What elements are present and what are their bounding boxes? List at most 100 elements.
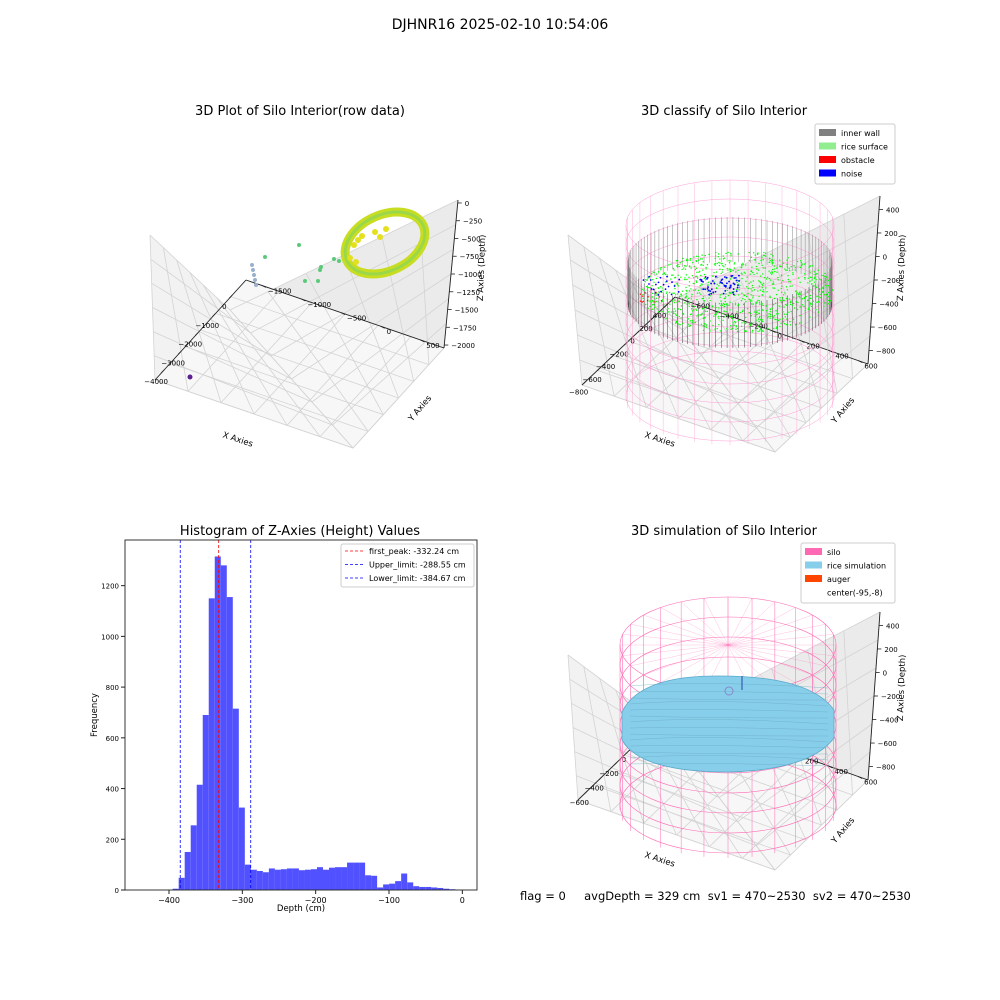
- panel2-rice-surface-point: [737, 253, 739, 255]
- panel2-rice-surface-point: [648, 300, 650, 302]
- panel2-rice-surface-point: [686, 303, 688, 305]
- panel2-rice-surface-point: [769, 259, 771, 262]
- panel1-data-point: [254, 283, 258, 287]
- panel2-rice-surface-point: [661, 287, 663, 289]
- histogram-bar: [377, 887, 384, 890]
- panel2-rice-surface-point: [714, 328, 716, 330]
- panel2-rice-surface-point: [719, 268, 721, 270]
- panel2-rice-surface-point: [820, 293, 822, 296]
- panel2-rice-surface-point: [742, 262, 744, 265]
- panel2-rice-surface-point: [786, 266, 789, 268]
- panel2-noise-point: [738, 274, 740, 277]
- panel2-rice-surface-point: [758, 301, 761, 304]
- panel4-x-axis-label: X Axies: [643, 850, 676, 869]
- panel4-legend-swatch: [805, 575, 822, 582]
- panel2-noise-point: [657, 281, 660, 284]
- panel2-rice-surface-point: [719, 294, 721, 296]
- panel2-rice-surface-point: [702, 269, 704, 271]
- histogram-frame: [124, 539, 478, 891]
- panel2-rice-surface-point: [691, 274, 694, 277]
- panel2-noise-point: [704, 276, 707, 278]
- panel2-rice-surface-point: [759, 303, 761, 305]
- panel2-rice-surface-point: [674, 299, 676, 301]
- panel2-rice-surface-point: [776, 326, 778, 328]
- panel1-z-tick-label: −1000: [458, 271, 482, 279]
- histogram-legend-label: first_peak: -332.24 cm: [369, 547, 459, 556]
- panel2-obstacle-point: [642, 295, 644, 297]
- panel4-z-tick-label: −600: [878, 740, 897, 748]
- panel4-silo-wire: [660, 644, 729, 683]
- panel2-rice-surface-point: [796, 292, 799, 294]
- panel2-noise-point: [735, 279, 738, 282]
- panel2-rice-surface-point: [780, 322, 782, 324]
- panel2-rice-surface-point: [721, 268, 724, 271]
- panel2-y-tick: [684, 299, 689, 303]
- panel2-rice-surface-point: [761, 264, 763, 267]
- panel2-rice-surface-point: [801, 263, 803, 265]
- panel2-rice-surface-point: [747, 292, 749, 295]
- panel4-silo-wire: [643, 614, 729, 646]
- panel2-rice-surface-point: [735, 271, 737, 273]
- panel2-rice-surface-point: [812, 265, 814, 267]
- panel2-rice-surface-point: [695, 259, 697, 262]
- panel2-rice-surface-point: [690, 267, 692, 269]
- histogram-bar: [383, 884, 390, 890]
- panel2-rice-surface-point: [718, 317, 720, 319]
- panel2-rice-surface-point: [790, 310, 792, 313]
- panel4-title: 3D simulation of Silo Interior: [631, 524, 817, 539]
- histogram-bar: [443, 888, 450, 890]
- panel2-rice-surface-point: [799, 260, 802, 262]
- panel2-rice-surface-point: [722, 258, 725, 260]
- panel2-rice-surface-point: [767, 328, 769, 330]
- panel2-rice-surface-point: [645, 285, 648, 288]
- panel2-rice-surface-point: [755, 319, 757, 321]
- panel2-rice-surface-point: [687, 297, 690, 300]
- panel2-rice-surface-point: [736, 330, 739, 333]
- panel2-rice-surface-point: [689, 266, 691, 268]
- panel2-rice-surface-point: [674, 313, 677, 315]
- panel2-rice-surface-point: [762, 273, 764, 275]
- histogram-x-tick-label: −300: [231, 896, 253, 905]
- panel2-z-axis-label: Z Axies (Depth): [896, 234, 908, 301]
- panel2-rice-surface-point: [685, 296, 687, 298]
- panel2-rice-surface-point: [689, 313, 692, 316]
- panel1-data-point: [318, 268, 322, 272]
- panel4-silo-wire: [727, 614, 813, 646]
- panel2-rice-surface-point: [697, 289, 700, 292]
- panel2-legend-swatch: [819, 169, 836, 177]
- histogram-bar: [220, 565, 227, 890]
- panel1-title: 3D Plot of Silo Interior(row data): [195, 104, 405, 119]
- panel2-rice-surface-point: [791, 285, 793, 287]
- histogram-bar: [401, 873, 408, 890]
- panel2-rice-surface-point: [777, 279, 779, 281]
- panel2-rice-surface-point: [663, 295, 665, 298]
- panel2-rice-surface-point: [714, 264, 716, 266]
- panel2-rice-surface-point: [755, 329, 757, 331]
- panel2-rice-surface-point: [771, 261, 773, 263]
- panel2-rice-surface-point: [785, 269, 787, 271]
- panel2-rice-surface-point: [765, 278, 768, 280]
- panel2-rice-surface-point: [644, 303, 647, 306]
- panel2-rice-surface-point: [698, 271, 700, 273]
- histogram-legend: first_peak: -332.24 cm Upper_limit: -288.…: [340, 543, 475, 588]
- panel2-rice-surface-point: [739, 284, 741, 287]
- panel2-rice-surface-point: [668, 291, 671, 294]
- panel2-x-tick-label: −600: [583, 376, 602, 384]
- panel2-rice-surface-point: [696, 298, 698, 301]
- panel2-legend-swatch: [819, 142, 836, 150]
- panel2-rice-surface-point: [758, 300, 761, 302]
- panel2-rice-surface-point: [730, 328, 732, 331]
- panel2-rice-surface-point: [819, 278, 821, 280]
- panel2-rice-surface-point: [797, 277, 800, 279]
- panel2-rice-surface-point: [781, 297, 784, 299]
- panel2-rice-surface-point: [762, 320, 764, 323]
- histogram-bar: [353, 862, 360, 890]
- panel2-noise-point: [659, 276, 662, 279]
- panel2-noise-point: [666, 275, 669, 278]
- panel2-rice-surface-point: [676, 282, 679, 284]
- panel4-silo-wire: [630, 624, 729, 646]
- panel2-rice-surface-point: [709, 292, 711, 295]
- panel2-rice-surface-point: [709, 320, 711, 322]
- panel2-noise-point: [738, 280, 741, 282]
